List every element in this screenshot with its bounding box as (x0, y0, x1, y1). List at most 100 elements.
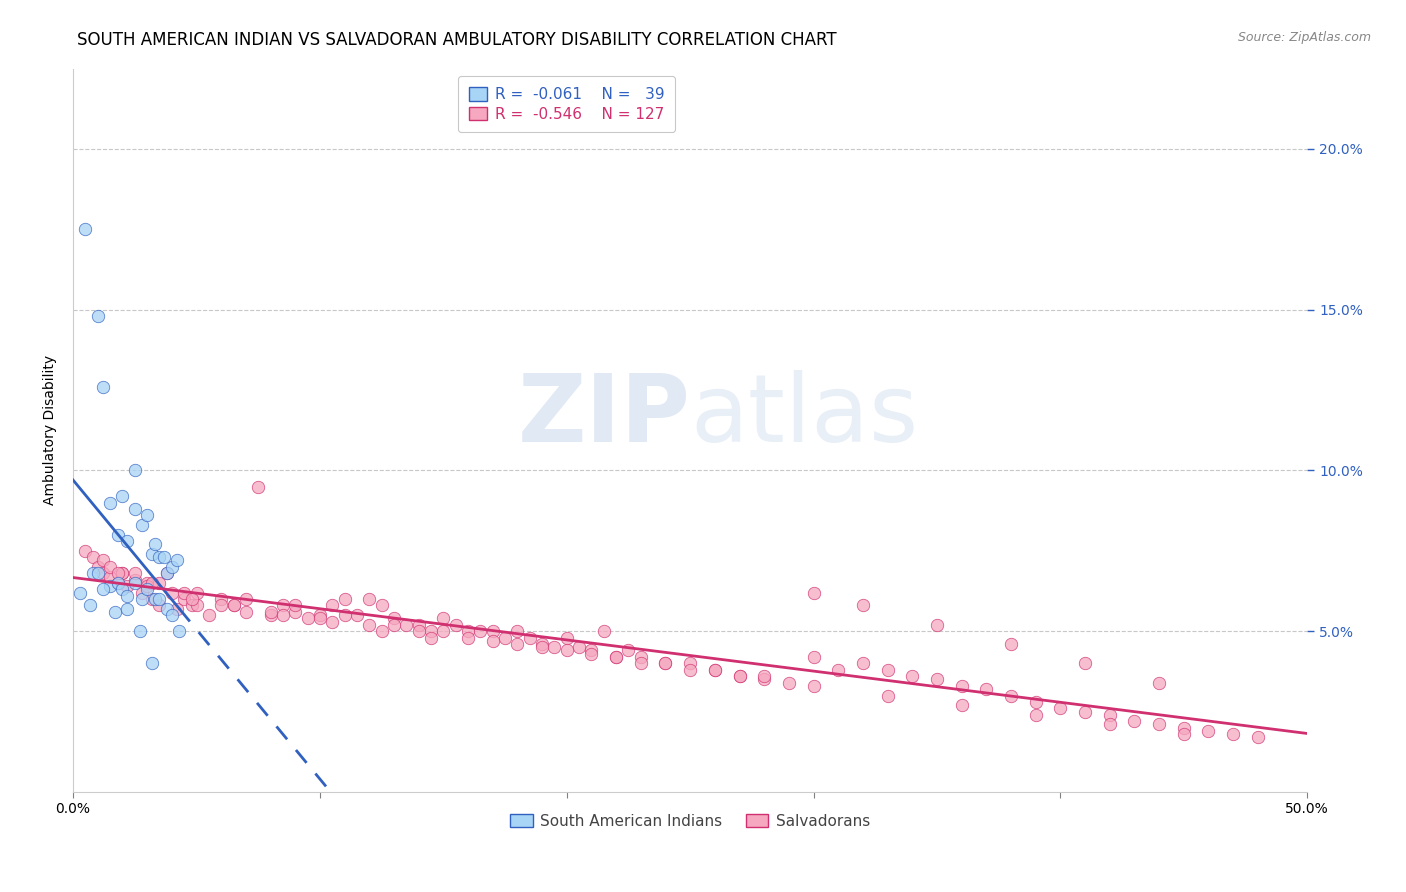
Point (754, 673, 776, 687)
Point (82, 550, 104, 565)
Point (111, 582, 134, 597)
Point (1049, 701, 1071, 715)
Point (117, 579, 139, 593)
Point (1147, 675, 1170, 690)
Point (148, 592, 170, 607)
Point (131, 592, 153, 607)
Point (1074, 657, 1097, 671)
Point (156, 566, 179, 581)
Point (186, 599, 208, 613)
Point (156, 601, 179, 615)
Point (333, 592, 356, 607)
Point (91, 380, 114, 394)
Point (153, 550, 176, 565)
Point (209, 592, 232, 607)
Point (382, 617, 405, 632)
Point (297, 611, 319, 625)
Point (408, 617, 430, 632)
Point (728, 669, 751, 683)
Point (271, 599, 294, 613)
Point (1247, 731, 1270, 745)
Point (124, 566, 146, 581)
Point (901, 669, 924, 683)
Point (925, 617, 948, 632)
Point (876, 689, 898, 703)
Point (141, 576, 163, 591)
Point (141, 547, 163, 561)
Point (69, 585, 91, 599)
Point (141, 592, 163, 607)
Point (519, 631, 541, 645)
Point (679, 663, 702, 677)
Point (346, 608, 368, 623)
Point (87, 309, 110, 323)
Point (457, 631, 479, 645)
Point (180, 592, 202, 607)
Point (950, 698, 973, 713)
Point (136, 582, 159, 597)
Point (925, 673, 948, 687)
Point (481, 633, 503, 648)
Point (555, 631, 578, 645)
Point (180, 599, 202, 613)
Point (87, 560, 110, 574)
Point (107, 576, 129, 591)
Point (156, 566, 179, 581)
Point (160, 608, 183, 623)
Point (198, 608, 221, 623)
Point (679, 657, 702, 671)
Point (148, 550, 170, 565)
Point (1000, 689, 1022, 703)
Point (555, 643, 578, 657)
Point (506, 624, 529, 639)
Point (117, 534, 139, 549)
Point (222, 599, 245, 613)
Point (395, 617, 418, 632)
Point (117, 589, 139, 603)
Point (1173, 727, 1195, 741)
Point (581, 647, 603, 661)
Point (124, 463, 146, 477)
Point (432, 624, 454, 639)
Point (703, 663, 725, 677)
Point (703, 663, 725, 677)
Point (408, 624, 430, 639)
Point (803, 649, 825, 664)
Point (87, 566, 110, 581)
Point (1173, 721, 1195, 735)
Point (1000, 637, 1022, 651)
Point (117, 601, 139, 615)
Point (605, 649, 627, 664)
Point (235, 592, 257, 607)
Point (432, 611, 454, 625)
Point (167, 624, 190, 639)
Legend: South American Indians, Salvadorans: South American Indians, Salvadorans (503, 807, 876, 835)
Point (605, 649, 627, 664)
Point (91, 566, 114, 581)
Point (143, 592, 166, 607)
Point (494, 631, 516, 645)
Point (950, 679, 973, 693)
Point (803, 679, 825, 693)
Point (136, 576, 159, 591)
Point (98, 569, 121, 583)
Point (259, 605, 281, 619)
Point (143, 537, 166, 551)
Point (359, 617, 381, 632)
Point (309, 611, 332, 625)
Point (581, 643, 603, 657)
Point (470, 624, 492, 639)
Y-axis label: Ambulatory Disability: Ambulatory Disability (44, 355, 58, 505)
Point (1025, 707, 1047, 722)
Point (160, 585, 183, 599)
Point (160, 560, 183, 574)
Point (1198, 723, 1220, 738)
Point (531, 637, 554, 651)
Point (370, 624, 392, 639)
Point (654, 657, 676, 671)
Point (136, 579, 159, 593)
Point (131, 585, 153, 599)
Point (247, 479, 270, 493)
Point (124, 502, 146, 516)
Point (91, 553, 114, 567)
